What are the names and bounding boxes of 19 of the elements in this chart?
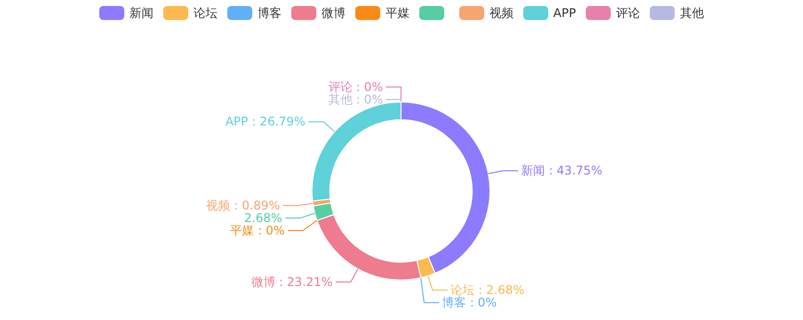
- data-label: 新闻 : 43.75%: [521, 164, 602, 178]
- data-label: 微博 : 23.21%: [251, 275, 333, 290]
- legend-label: 平媒: [385, 6, 410, 20]
- legend-label: 视频: [489, 6, 514, 20]
- legend-label: 评论: [616, 6, 640, 20]
- text: 其他 : 0%: [328, 92, 383, 106]
- text: 平媒 : 0%: [230, 224, 285, 238]
- legend-label: 论坛: [193, 6, 218, 20]
- legend-label: 微博: [321, 6, 346, 20]
- data-label: 视频 : 0.89%: [206, 198, 280, 213]
- data-label: 论坛 : 2.68%: [450, 283, 524, 298]
- data-label: 2.68%: [244, 211, 282, 226]
- legend-label: APP: [553, 6, 576, 20]
- legend-label: 其他: [680, 6, 704, 20]
- data-label: APP : 26.79%: [225, 114, 306, 129]
- legend-label: 博客: [257, 6, 282, 20]
- legend-label: 新闻: [129, 6, 154, 20]
- text: 博客 : 0%: [442, 296, 497, 310]
- text: 评论 : 0%: [328, 80, 383, 94]
